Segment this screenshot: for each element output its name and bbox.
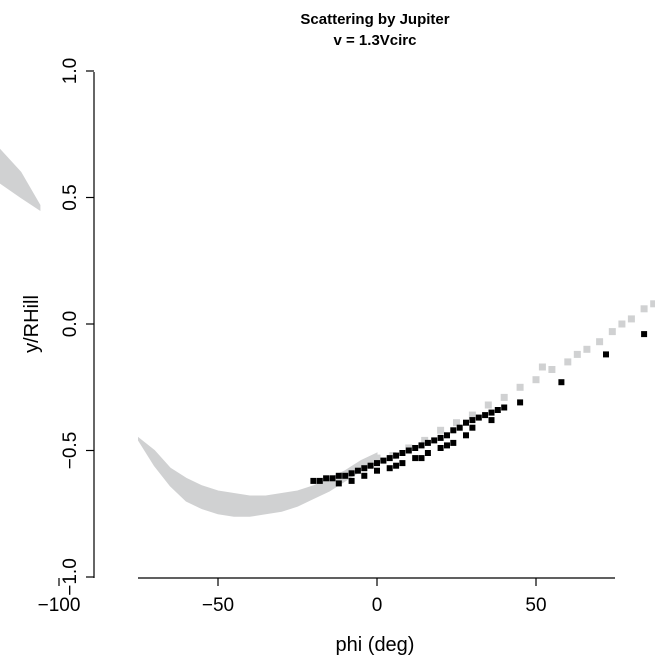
black-point-5 — [342, 472, 349, 479]
black-point-30 — [501, 404, 508, 411]
gray-point-5 — [453, 419, 460, 427]
black-point-22 — [450, 427, 457, 434]
black-point-33 — [374, 467, 380, 474]
black-point-40 — [463, 432, 469, 439]
gray-point-4 — [437, 426, 445, 434]
black-point-26 — [475, 414, 482, 421]
x-tick-label-1: −100 — [38, 595, 81, 616]
x-axis-label: phi (deg) — [336, 634, 415, 656]
black-point-43 — [418, 455, 425, 462]
x-tick-label-2: −50 — [202, 595, 234, 616]
black-point-13 — [393, 452, 400, 459]
black-point-36 — [412, 455, 419, 462]
black-point-48 — [558, 379, 565, 386]
chart-title: Scattering by Jupiter — [300, 11, 449, 28]
y-tick-label-3: 0.5 — [60, 184, 81, 210]
black-point-23 — [456, 424, 463, 431]
black-point-27 — [482, 412, 489, 419]
black-point-45 — [469, 424, 476, 431]
y-axis-ticks: −1.0 −0.5 0.0 0.5 1.0 — [60, 58, 94, 596]
black-point-7 — [354, 467, 361, 474]
black-point-3 — [329, 475, 336, 482]
y-tick-label-4: 1.0 — [60, 58, 81, 84]
gray-point-11 — [548, 366, 556, 373]
y-tick-label-1: −0.5 — [60, 432, 81, 470]
black-point-0 — [310, 477, 317, 484]
black-point-11 — [380, 457, 387, 464]
black-point-39 — [450, 439, 457, 446]
black-point-41 — [335, 480, 342, 487]
gray-point-17 — [618, 320, 626, 328]
chart-subtitle: v = 1.3Vcirc — [334, 32, 417, 49]
gray-point-6 — [468, 411, 476, 419]
gray-point-7 — [484, 401, 492, 409]
gray-point-18 — [627, 315, 635, 323]
black-point-46 — [488, 417, 495, 424]
gray-point-8 — [500, 393, 508, 401]
gray-region-0 — [0, 148, 41, 212]
gray-point-15 — [596, 338, 604, 346]
black-point-6 — [348, 470, 355, 477]
gray-point-10 — [532, 376, 540, 384]
black-point-31 — [348, 477, 355, 484]
black-point-4 — [335, 472, 342, 479]
black-point-12 — [386, 455, 393, 462]
gray-point-14 — [583, 345, 591, 353]
black-point-29 — [494, 407, 501, 413]
black-point-32 — [361, 472, 368, 479]
black-point-47 — [517, 399, 524, 406]
gray-point-20 — [650, 300, 655, 308]
gray-point-50 — [538, 363, 546, 371]
black-point-9 — [367, 462, 374, 469]
black-point-38 — [437, 445, 444, 451]
black-point-28 — [488, 409, 495, 416]
gray-point-3 — [421, 436, 429, 444]
gray-point-16 — [608, 328, 616, 336]
x-tick-label-3: 0 — [372, 595, 383, 616]
gray-point-19 — [640, 305, 648, 313]
black-point-37 — [424, 450, 431, 456]
plot-area — [0, 148, 655, 517]
black-point-18 — [424, 439, 431, 446]
gray-point-1 — [389, 452, 397, 460]
y-axis-label: y/RHill — [21, 295, 43, 353]
black-point-49 — [603, 351, 609, 358]
black-point-34 — [386, 465, 393, 472]
black-point-16 — [412, 445, 419, 451]
gray-point-13 — [573, 350, 581, 358]
black-point-21 — [444, 432, 450, 439]
x-axis-ticks: −150−100−50050100150 — [38, 578, 547, 616]
black-point-10 — [374, 460, 380, 467]
black-point-25 — [469, 417, 476, 424]
y-tick-label-0: −1.0 — [60, 558, 81, 596]
black-point-17 — [418, 442, 425, 449]
black-point-42 — [393, 462, 400, 469]
gray-point-12 — [564, 358, 572, 366]
black-point-15 — [405, 447, 412, 454]
x-tick-label-4: 50 — [525, 595, 546, 616]
gray-point-0 — [373, 454, 381, 462]
gray-point-9 — [516, 383, 524, 391]
black-point-50 — [641, 331, 648, 338]
black-point-44 — [444, 442, 450, 449]
black-point-24 — [463, 419, 469, 426]
y-tick-label-2: 0.0 — [60, 311, 81, 337]
black-point-8 — [361, 465, 368, 472]
black-point-35 — [399, 460, 406, 467]
black-point-19 — [431, 437, 438, 444]
black-point-2 — [323, 475, 330, 482]
black-point-14 — [399, 450, 406, 456]
black-point-1 — [316, 477, 323, 484]
black-point-20 — [437, 434, 444, 441]
